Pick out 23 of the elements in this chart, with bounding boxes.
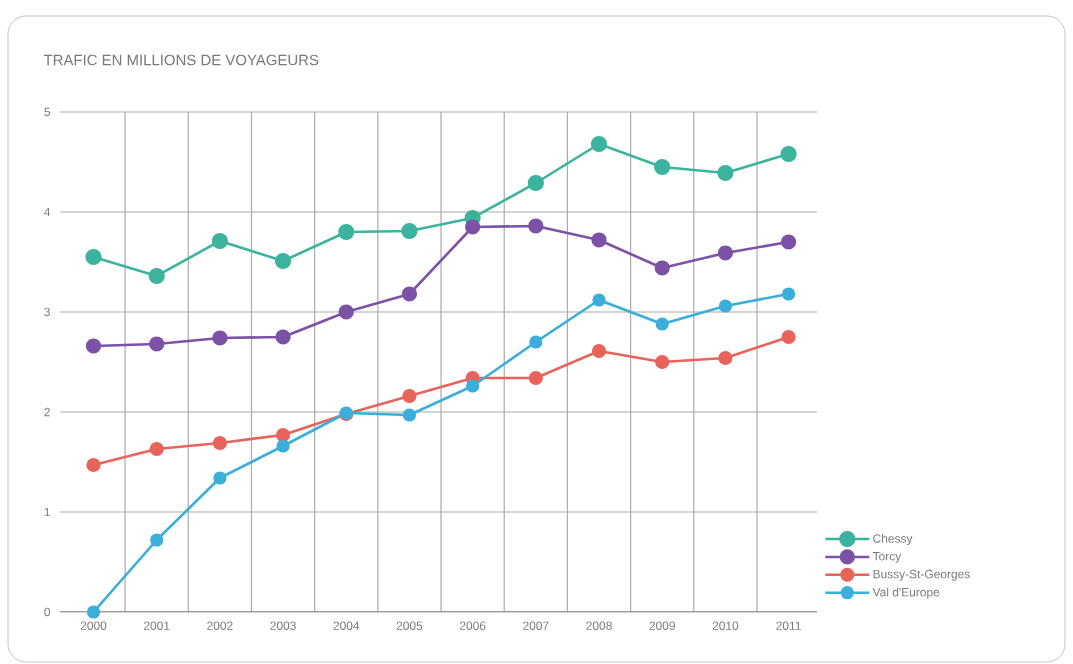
legend-label: Bussy-St-Georges [873,569,970,581]
legend-label: Chessy [873,533,913,546]
x-tick-label: 2002 [207,621,233,630]
x-tick-label: 2010 [712,621,739,630]
x-tick-label: 2007 [523,621,549,630]
x-tick-label: 2005 [396,621,423,630]
y-tick-label: 3 [44,307,50,317]
x-tick-label: 2006 [459,621,486,630]
x-tick-label: 2011 [776,621,801,630]
x-tick-label: 2009 [649,621,675,630]
chart-title: TRAFIC EN MILLIONS DE VOYAGEURS [43,54,319,66]
y-tick-label: 2 [44,407,50,417]
x-tick-label: 2000 [80,621,107,630]
x-tick-label: 2004 [333,621,360,630]
x-tick-label: 2001 [143,621,170,630]
legend-label: Torcy [872,552,902,563]
y-tick-label: 1 [44,507,50,517]
y-tick-label: 0 [44,607,51,617]
y-tick-label: 5 [44,107,50,117]
y-tick-label: 4 [44,207,51,217]
x-tick-label: 2008 [586,621,612,630]
legend-label: Val d'Europe [872,587,940,599]
x-tick-label: 2003 [270,621,296,630]
